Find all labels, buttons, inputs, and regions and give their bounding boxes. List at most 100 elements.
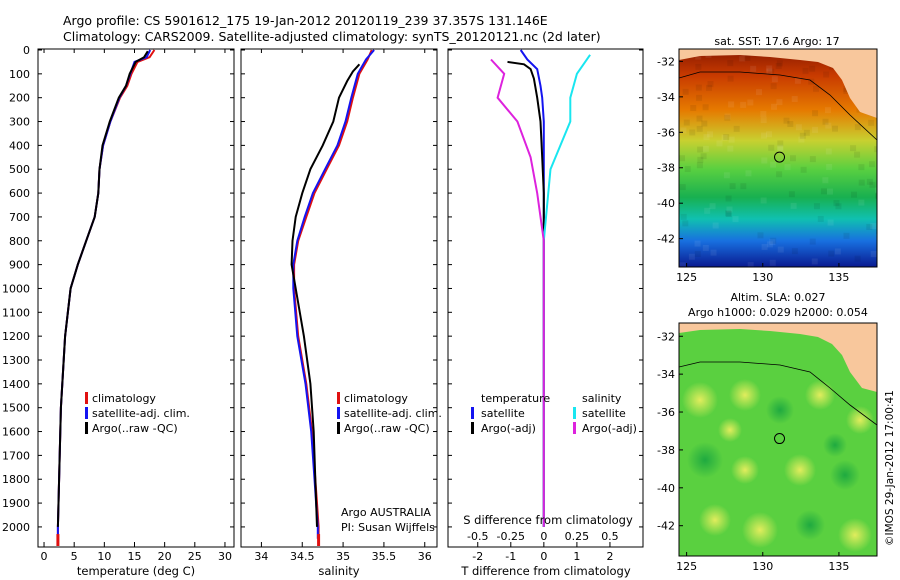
depth-tick-label: 1300 bbox=[2, 354, 30, 367]
sst-pixel bbox=[817, 215, 824, 222]
depth-tick-label: 400 bbox=[9, 139, 30, 152]
sst-pixel bbox=[747, 99, 754, 106]
sst-pixel bbox=[766, 65, 773, 72]
sst-pixel bbox=[809, 65, 816, 72]
sst-pixel bbox=[770, 161, 777, 168]
x-tick-label: 25 bbox=[188, 550, 202, 563]
sst-map-axes: 125 130 135 -32 -34 -36 -38 -40 -42 bbox=[657, 55, 849, 284]
sst-pixel bbox=[833, 200, 840, 207]
legend-swatch-satellite bbox=[337, 407, 340, 419]
sst-pixel bbox=[679, 262, 686, 267]
sla-anomaly bbox=[682, 382, 718, 418]
depth-tick-label: 900 bbox=[9, 259, 30, 272]
sst-pixel bbox=[725, 210, 732, 217]
sst-pixel bbox=[825, 148, 832, 155]
sst-pixel bbox=[870, 251, 877, 258]
sst-pixel bbox=[870, 223, 877, 230]
sst-pixel bbox=[828, 250, 835, 257]
sst-pixel bbox=[679, 184, 686, 191]
salinity-plot-frame bbox=[240, 48, 438, 548]
sst-pixel bbox=[695, 53, 702, 60]
sst-pixel bbox=[739, 55, 746, 62]
sst-pixel bbox=[843, 232, 850, 239]
sst-pixel bbox=[750, 65, 757, 72]
sst-pixel bbox=[684, 166, 691, 173]
sst-pixel bbox=[706, 84, 713, 91]
sst-pixel bbox=[723, 134, 730, 141]
sst-pixel bbox=[790, 202, 797, 209]
sst-pixel bbox=[809, 238, 816, 245]
sst-pixel bbox=[803, 129, 810, 136]
sst-pixel bbox=[696, 162, 703, 169]
sst-pixel bbox=[682, 220, 689, 227]
map-x-tick-label: 135 bbox=[828, 560, 849, 573]
legend-label-s-satellite: satellite bbox=[582, 407, 626, 420]
sst-pixel bbox=[809, 156, 816, 163]
x2-tick-label: -0.25 bbox=[497, 530, 525, 543]
sst-pixel bbox=[811, 258, 818, 265]
sla-anomaly bbox=[699, 504, 731, 536]
sst-pixel bbox=[775, 62, 782, 69]
map-y-tick-label: -34 bbox=[657, 91, 675, 104]
sst-pixel bbox=[733, 125, 740, 132]
depth-tick-label: 800 bbox=[9, 235, 30, 248]
sst-map-title: sat. SST: 17.6 Argo: 17 bbox=[714, 35, 839, 48]
sst-pixel bbox=[851, 191, 858, 198]
depth-tick-label: 100 bbox=[9, 68, 30, 81]
temperature-plot: 0 5 10 15 20 25 30 bbox=[41, 49, 232, 563]
sst-pixel bbox=[854, 124, 861, 131]
sst-pixel bbox=[812, 110, 819, 117]
sst-pixel bbox=[794, 77, 801, 84]
depth-tick-label: 300 bbox=[9, 116, 30, 129]
sst-pixel bbox=[716, 140, 723, 147]
sst-pixel bbox=[761, 132, 768, 139]
legend-swatch-satellite bbox=[85, 407, 88, 419]
depth-tick-label: 1900 bbox=[2, 497, 30, 510]
depth-tick-label: 200 bbox=[9, 92, 30, 105]
sst-pixel bbox=[745, 170, 752, 177]
sst-pixel bbox=[802, 67, 809, 74]
argo-position-marker bbox=[774, 151, 786, 163]
sst-pixel bbox=[868, 161, 875, 168]
legend-swatch-t-satellite bbox=[471, 407, 474, 419]
sla-anomaly bbox=[766, 396, 794, 424]
sst-pixel bbox=[704, 207, 711, 214]
sla-anomaly bbox=[729, 379, 761, 411]
sst-pixel bbox=[726, 206, 733, 213]
sst-pixel bbox=[854, 255, 861, 262]
bathymetry-contour bbox=[679, 71, 877, 141]
sst-pixel bbox=[769, 259, 776, 266]
sst-pixel bbox=[724, 114, 731, 121]
pi-name-label: PI: Susan Wijffels bbox=[341, 521, 435, 534]
sst-pixel bbox=[791, 248, 798, 255]
depth-tick-label: 1500 bbox=[2, 402, 30, 415]
sst-pixel bbox=[789, 155, 796, 162]
sst-pixel bbox=[776, 171, 783, 178]
sst-pixel bbox=[766, 131, 773, 138]
x-tick-label: 20 bbox=[158, 550, 172, 563]
sst-pixel bbox=[858, 199, 865, 206]
sst-pixel bbox=[683, 119, 690, 126]
depth-tick-label: 700 bbox=[9, 211, 30, 224]
sst-pixel bbox=[724, 113, 731, 120]
map-x-tick-label: 135 bbox=[828, 271, 849, 284]
sst-pixel bbox=[813, 85, 820, 92]
sst-pixel bbox=[744, 54, 751, 61]
argo-program-label: Argo AUSTRALIA bbox=[341, 506, 431, 519]
sst-pixel bbox=[784, 164, 791, 171]
sst-pixel bbox=[834, 248, 841, 255]
depth-tick-label: 1600 bbox=[2, 426, 30, 439]
sst-pixel bbox=[694, 250, 701, 257]
map-x-tick-label: 130 bbox=[752, 560, 773, 573]
sst-pixel bbox=[822, 177, 829, 184]
map-y-tick-label: -38 bbox=[657, 444, 675, 457]
map-y-tick-label: -40 bbox=[657, 197, 675, 210]
legend-label-satellite: satellite-adj. clim. bbox=[344, 407, 442, 420]
sla-anomaly bbox=[805, 380, 835, 410]
difference-legend: temperature salinity satellite Argo(-adj… bbox=[471, 392, 637, 435]
legend-label-argo: Argo(..raw -QC) bbox=[92, 422, 178, 435]
sla-map-axes: 125 130 135 -32 -34 -36 -38 -40 -42 bbox=[657, 330, 849, 573]
argo-position-marker bbox=[774, 433, 786, 445]
legend-swatch-argo bbox=[337, 422, 340, 434]
